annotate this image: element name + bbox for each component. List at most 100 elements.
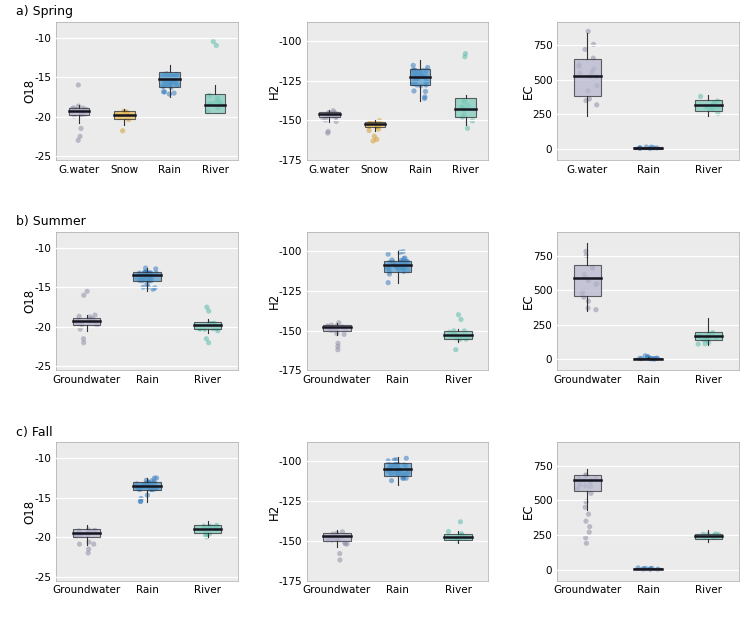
Bar — [134, 271, 160, 281]
Point — [392, 468, 404, 478]
Point — [461, 532, 473, 542]
Point — [408, 70, 420, 80]
Point — [698, 529, 709, 539]
Point — [712, 102, 724, 112]
Point — [70, 317, 82, 327]
Point — [398, 471, 410, 481]
Point — [635, 353, 647, 363]
Point — [580, 250, 592, 260]
Point — [200, 527, 211, 537]
Point — [398, 265, 410, 274]
Point — [146, 484, 158, 494]
Point — [707, 99, 719, 109]
Point — [200, 333, 212, 343]
Point — [392, 467, 404, 477]
Point — [580, 497, 592, 507]
Point — [331, 535, 343, 545]
Point — [329, 111, 341, 120]
Point — [585, 488, 597, 498]
Point — [417, 66, 429, 76]
Point — [708, 97, 720, 107]
Point — [88, 316, 100, 326]
Point — [459, 52, 471, 61]
Point — [419, 73, 431, 83]
Point — [409, 76, 421, 86]
Point — [407, 71, 419, 81]
Point — [207, 324, 219, 333]
Point — [332, 534, 344, 544]
Point — [382, 456, 394, 466]
Point — [211, 103, 223, 113]
Point — [326, 111, 338, 120]
Point — [397, 263, 409, 273]
Point — [88, 539, 100, 549]
Point — [580, 471, 592, 481]
Point — [390, 455, 402, 465]
Bar — [574, 59, 601, 96]
Point — [317, 114, 329, 124]
Point — [339, 539, 351, 549]
Point — [72, 80, 84, 90]
Point — [712, 96, 724, 106]
Point — [392, 460, 404, 469]
Point — [165, 76, 177, 86]
Point — [332, 338, 344, 348]
Point — [458, 110, 470, 120]
Point — [136, 483, 148, 492]
Point — [81, 286, 93, 296]
Point — [138, 268, 150, 278]
Point — [419, 94, 430, 104]
Point — [388, 260, 400, 270]
Point — [385, 460, 397, 470]
Bar — [634, 568, 662, 569]
Text: b) Summer: b) Summer — [16, 215, 86, 229]
Point — [211, 93, 223, 103]
Point — [84, 317, 96, 327]
Point — [712, 108, 724, 118]
Point — [386, 255, 398, 265]
Point — [327, 322, 339, 332]
Point — [392, 469, 404, 479]
Point — [158, 87, 170, 97]
Point — [574, 480, 586, 490]
Point — [134, 497, 146, 507]
Point — [215, 99, 227, 109]
Point — [457, 531, 469, 541]
Point — [337, 527, 349, 537]
Point — [648, 143, 660, 153]
Point — [137, 282, 149, 292]
Point — [420, 79, 432, 89]
Point — [340, 325, 352, 335]
Point — [74, 107, 86, 117]
Point — [634, 353, 646, 363]
Point — [147, 284, 159, 294]
Point — [322, 127, 334, 137]
Point — [72, 315, 84, 325]
Point — [206, 99, 218, 109]
Point — [168, 72, 180, 82]
Point — [587, 53, 599, 63]
Point — [385, 469, 397, 479]
Point — [142, 269, 154, 279]
Point — [329, 108, 341, 118]
Point — [383, 269, 395, 279]
Point — [145, 480, 157, 490]
Point — [413, 74, 424, 84]
Point — [111, 109, 123, 119]
Y-axis label: H2: H2 — [268, 293, 280, 309]
Point — [363, 122, 375, 132]
Point — [585, 482, 597, 492]
Point — [69, 104, 81, 114]
Point — [411, 80, 423, 90]
Point — [322, 108, 334, 118]
Point — [123, 115, 135, 125]
Point — [135, 496, 147, 506]
Point — [336, 322, 348, 332]
Point — [158, 87, 170, 97]
Point — [150, 264, 162, 274]
Point — [398, 470, 410, 480]
Point — [322, 111, 334, 120]
Point — [332, 342, 344, 351]
Point — [416, 71, 428, 81]
Point — [334, 555, 346, 565]
